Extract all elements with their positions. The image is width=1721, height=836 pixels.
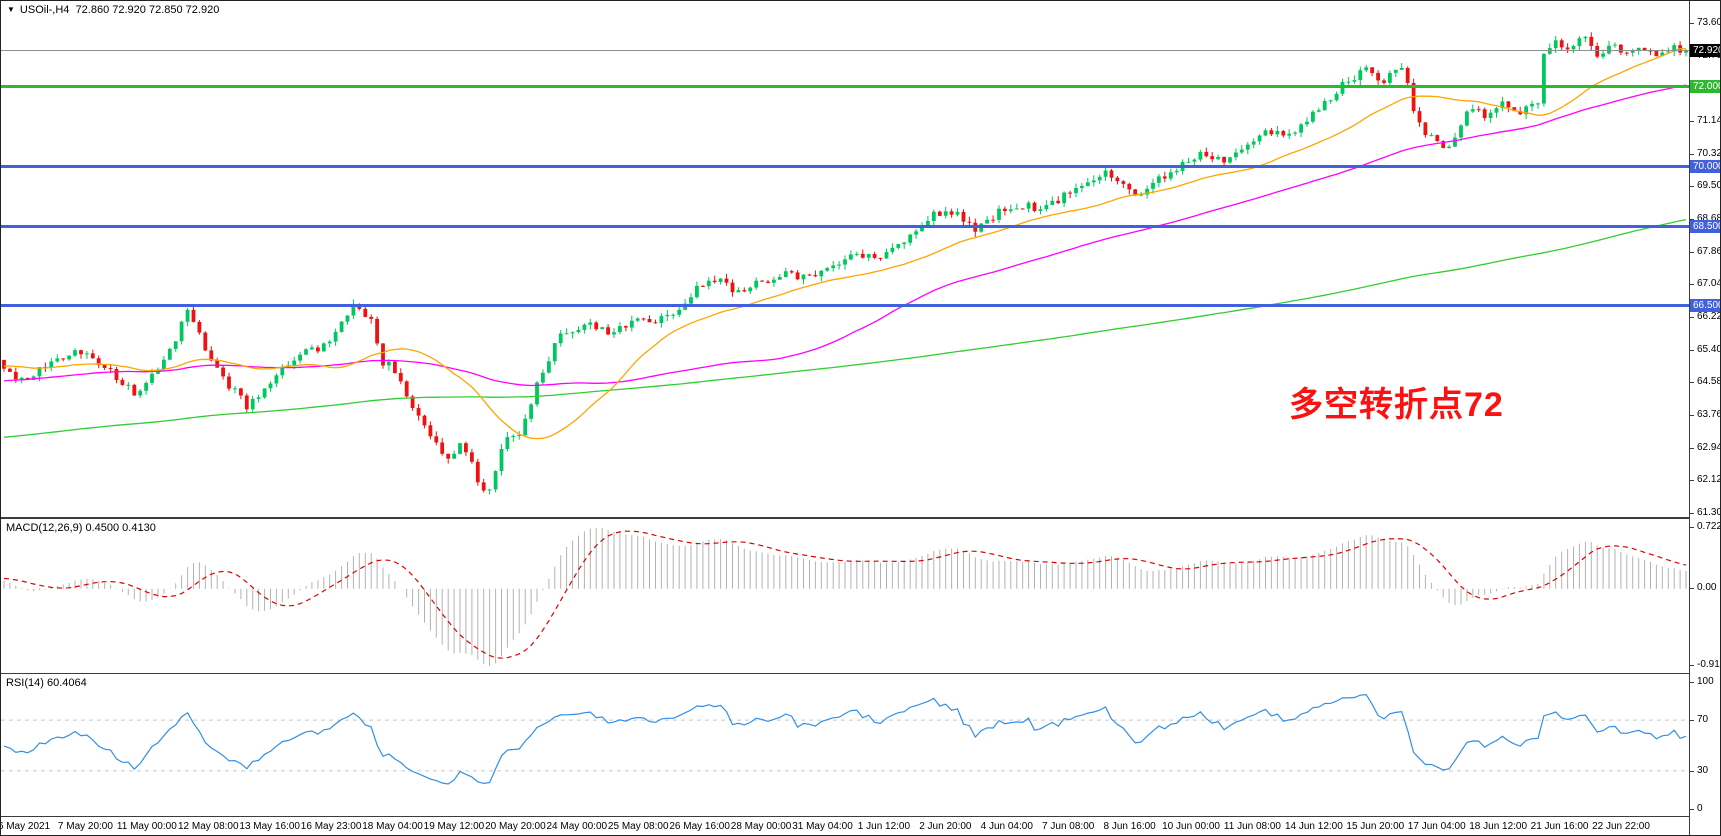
rsi-axis-tick: 100 <box>1690 676 1720 687</box>
time-axis-label: 24 May 00:00 <box>546 821 608 832</box>
price-axis-tick: 62.120 <box>1690 474 1720 485</box>
time-axis-label: 26 May 16:00 <box>669 821 730 832</box>
price-axis-tick: 67.040 <box>1690 278 1720 289</box>
price-level-badge-68.500: 68.500 <box>1690 219 1720 233</box>
time-axis-label: 17 Jun 04:00 <box>1407 821 1466 832</box>
macd-label: MACD(12,26,9) 0.4500 0.4130 <box>6 522 156 534</box>
macd-axis-tick: 0.7229 <box>1690 521 1720 532</box>
price-level-line-68.500[interactable] <box>1 224 1689 228</box>
time-axis-label: 14 Jun 12:00 <box>1284 821 1343 832</box>
time-axis-label: 22 Jun 22:00 <box>1592 821 1650 832</box>
time-axis-label: 11 Jun 08:00 <box>1223 821 1281 832</box>
candlestick-canvas <box>2 32 1688 495</box>
price-axis[interactable]: 73.60072.78071.14070.32069.50068.68067.8… <box>1689 1 1720 835</box>
price-level-line-72.000[interactable] <box>1 85 1689 89</box>
price-axis-tick: 65.400 <box>1690 344 1720 355</box>
rsi-label: RSI(14) 60.4064 <box>6 677 87 689</box>
price-level-line-66.500[interactable] <box>1 304 1689 308</box>
price-axis-tick: 67.860 <box>1690 246 1720 257</box>
time-axis-label: 11 May 00:00 <box>116 821 177 832</box>
price-level-line-70.000[interactable] <box>1 164 1689 168</box>
time-axis-label: 10 Jun 00:00 <box>1162 821 1220 832</box>
time-axis-label: 13 May 16:00 <box>239 821 300 832</box>
macd-axis-tick: -0.9185 <box>1690 659 1720 670</box>
time-axis-label: 1 Jun 12:00 <box>857 821 911 832</box>
macd-axis-tick: 0.00 <box>1690 582 1720 593</box>
rsi-canvas <box>1 693 1688 785</box>
time-axis-label: 15 Jun 20:00 <box>1346 821 1405 832</box>
time-axis-label: 18 Jun 12:00 <box>1469 821 1528 832</box>
time-axis-label: 2 Jun 20:00 <box>919 821 972 832</box>
time-axis-label: 31 May 04:00 <box>792 821 853 832</box>
time-axis-label: 20 May 20:00 <box>485 821 546 832</box>
price-axis-tick: 73.600 <box>1690 17 1720 28</box>
time-axis-label: 4 Jun 04:00 <box>980 821 1033 832</box>
rsi-axis-tick: 70 <box>1690 714 1720 725</box>
price-level-badge-72.000: 72.000 <box>1690 80 1720 94</box>
price-level-badge-66.500: 66.500 <box>1690 299 1720 313</box>
collapse-arrow-icon[interactable]: ▼ <box>7 5 15 14</box>
time-axis-label: 18 May 04:00 <box>362 821 423 832</box>
ohlc-values: 72.860 72.920 72.850 72.920 <box>75 4 220 16</box>
rsi-axis-tick: 30 <box>1690 765 1720 776</box>
price-chart-panel[interactable]: ▼ USOil-,H4 72.860 72.920 72.850 72.920 多… <box>1 1 1690 518</box>
price-axis-tick: 69.500 <box>1690 180 1720 191</box>
symbol-timeframe-label: USOil-,H4 <box>19 4 70 16</box>
current-price-line <box>1 50 1689 51</box>
price-axis-tick: 64.580 <box>1690 376 1720 387</box>
current-price-badge: 72.920 <box>1690 43 1720 57</box>
price-level-badge-70.000: 70.000 <box>1690 159 1720 173</box>
time-axis-label: 6 May 2021 <box>0 821 51 832</box>
rsi-panel[interactable]: RSI(14) 60.4064 <box>1 674 1690 817</box>
time-axis-label: 25 May 08:00 <box>607 821 669 832</box>
price-axis-tick: 70.320 <box>1690 148 1720 159</box>
time-axis-label: 21 Jun 16:00 <box>1530 821 1589 832</box>
price-axis-tick: 71.140 <box>1690 115 1720 126</box>
macd-panel[interactable]: MACD(12,26,9) 0.4500 0.4130 <box>1 518 1690 674</box>
time-axis-label: 7 May 20:00 <box>57 821 113 832</box>
time-axis-label: 8 Jun 16:00 <box>1103 821 1156 832</box>
time-axis[interactable]: 6 May 2021 7 May 20:00 11 May 00:00 12 May … <box>0 817 1690 835</box>
time-axis-label: 19 May 12:00 <box>423 821 485 832</box>
price-axis-tick: 63.760 <box>1690 409 1720 420</box>
annotation-text: 多空转折点72 <box>1289 386 1504 424</box>
rsi-axis-tick: 0 <box>1690 803 1720 814</box>
time-axis-label: 12 May 08:00 <box>177 821 239 832</box>
price-axis-tick: 68.680 <box>1690 213 1720 224</box>
macd-canvas <box>3 528 1687 666</box>
price-axis-tick: 61.300 <box>1690 507 1720 518</box>
time-axis-label: 28 May 00:00 <box>730 821 792 832</box>
chart-title: ▼ USOil-,H4 72.860 72.920 72.850 72.920 <box>7 4 219 16</box>
price-axis-tick: 62.940 <box>1690 442 1720 453</box>
price-axis-tick: 66.220 <box>1690 311 1720 322</box>
time-axis-label: 7 Jun 08:00 <box>1042 821 1095 832</box>
time-axis-label: 16 May 23:00 <box>300 821 362 832</box>
